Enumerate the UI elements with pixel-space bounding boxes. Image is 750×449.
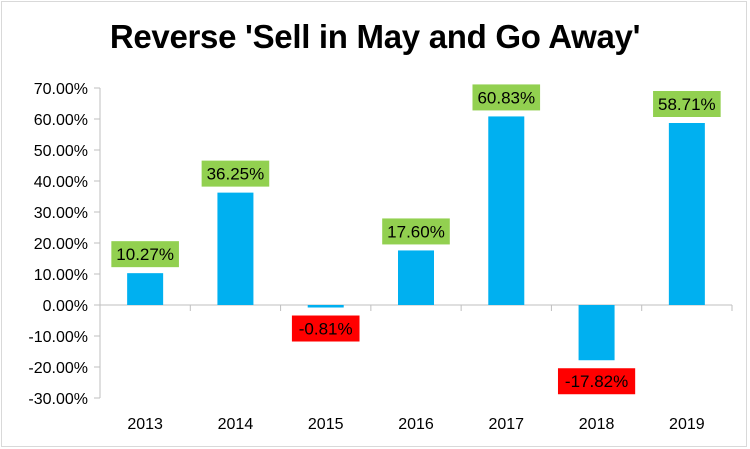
x-tick-label: 2015 — [308, 416, 344, 433]
y-tick-label: -30.00% — [28, 391, 88, 408]
data-label-background — [557, 368, 636, 395]
data-label: 36.25% — [207, 165, 265, 184]
data-label-background — [111, 241, 179, 268]
x-tick-label: 2018 — [579, 416, 615, 433]
bar — [217, 192, 254, 305]
y-tick-label: 20.00% — [34, 236, 88, 253]
bar — [488, 116, 525, 305]
data-label-background — [201, 160, 270, 187]
y-tick-label: 60.00% — [34, 112, 88, 129]
x-tick-label: 2017 — [488, 416, 524, 433]
bar — [307, 305, 344, 308]
data-label: -17.82% — [565, 372, 628, 391]
y-tick-label: 40.00% — [34, 174, 88, 191]
data-label: 10.27% — [116, 245, 174, 264]
y-tick-label: 0.00% — [43, 298, 88, 315]
y-tick-label: 50.00% — [34, 143, 88, 160]
x-tick-label: 2013 — [127, 416, 163, 433]
x-tick-label: 2014 — [218, 416, 254, 433]
y-tick-label: 70.00% — [34, 81, 88, 98]
x-tick-label: 2019 — [669, 416, 705, 433]
bar — [668, 122, 705, 306]
data-label: 60.83% — [477, 88, 535, 107]
y-tick-label: 30.00% — [34, 205, 88, 222]
bar — [398, 250, 434, 305]
data-label-background — [653, 90, 721, 117]
data-label: 17.60% — [387, 222, 445, 241]
bar — [578, 305, 615, 361]
data-label-background — [382, 218, 450, 245]
data-label-background — [291, 315, 360, 342]
data-label: -0.81% — [299, 320, 353, 339]
x-tick-label: 2016 — [398, 416, 434, 433]
bar — [127, 273, 164, 305]
data-label: 58.71% — [658, 95, 716, 114]
data-label-background — [472, 84, 541, 111]
chart-title: Reverse 'Sell in May and Go Away' — [109, 18, 641, 55]
y-tick-label: -20.00% — [28, 360, 88, 377]
y-tick-label: 10.00% — [34, 267, 88, 284]
y-tick-label: -10.00% — [28, 329, 88, 346]
